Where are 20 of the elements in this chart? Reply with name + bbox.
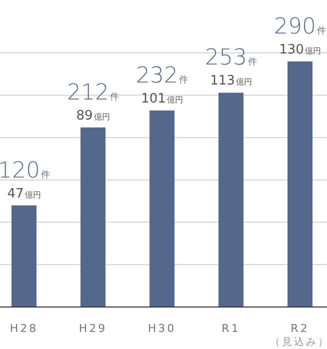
bar [288, 61, 312, 307]
annotation: 130億円 [279, 42, 321, 58]
bar [12, 205, 36, 307]
bar [150, 110, 174, 307]
x-tick-label: H28 [10, 322, 38, 335]
bar [80, 127, 106, 307]
x-tick-label: R1 [222, 322, 240, 335]
annotation: 47億円 [7, 186, 41, 202]
x-tick-label: R2（見込み） [270, 322, 327, 348]
bar [218, 92, 244, 307]
data-label: 253件 [205, 46, 257, 71]
x-tick-label: H30 [148, 322, 176, 335]
data-label: 120件 [0, 158, 50, 184]
data-label: 212件 [67, 80, 119, 106]
annotation: 101億円 [141, 92, 183, 107]
data-label: 290件 [274, 14, 326, 40]
data-label: 232件 [136, 64, 188, 89]
annotation: 89億円 [76, 108, 110, 124]
x-tick-label: H29 [78, 322, 108, 335]
annotation: 113億円 [210, 74, 252, 89]
